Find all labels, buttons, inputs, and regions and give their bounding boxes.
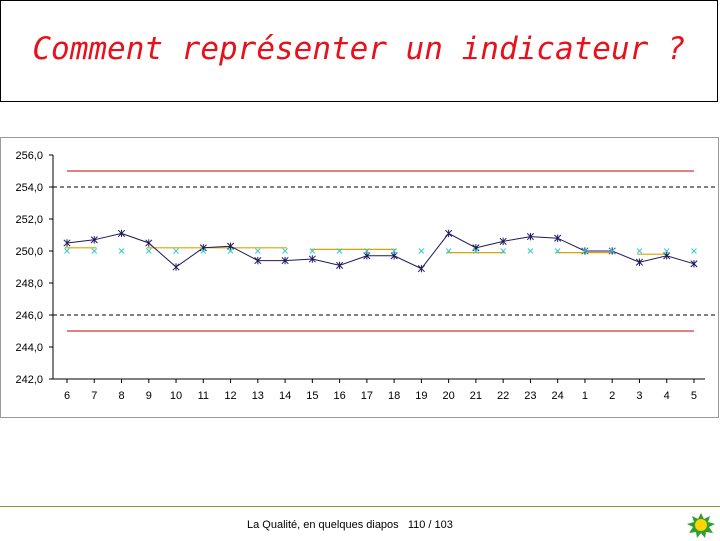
target-point	[254, 248, 261, 254]
measure-point	[90, 236, 98, 244]
y-tick-label: 248,0	[15, 278, 43, 290]
footer-caption: La Qualité, en quelques diapos	[247, 519, 399, 531]
y-tick-label: 244,0	[15, 342, 43, 354]
y-tick-label: 250,0	[15, 246, 43, 258]
x-tick-label: 19	[415, 390, 427, 402]
sun-icon	[687, 513, 715, 538]
x-tick-label: 13	[252, 390, 264, 402]
y-tick-label: 252,0	[15, 214, 43, 226]
measure-point	[690, 260, 698, 268]
y-tick-label: 242,0	[15, 374, 43, 386]
measure-point	[308, 255, 316, 263]
title-box: Comment représenter un indicateur ?	[0, 0, 718, 102]
x-tick-label: 11	[198, 390, 209, 402]
target-point	[91, 248, 98, 254]
target-point	[336, 248, 343, 254]
y-tick-label: 256,0	[15, 150, 43, 162]
target-point	[391, 248, 397, 254]
target-point	[527, 248, 534, 254]
x-tick-label: 16	[333, 390, 345, 402]
footer-page-number: 110 / 103	[407, 519, 453, 531]
x-tick-label: 8	[118, 390, 124, 402]
x-tick-label: 3	[636, 390, 642, 402]
y-tick-label: 254,0	[15, 182, 43, 194]
measure-point	[554, 234, 562, 242]
x-tick-label: 4	[664, 390, 670, 402]
chart-frame	[0, 137, 719, 418]
target-point	[500, 248, 507, 254]
footer-text: La Qualité, en quelques diapos 110 / 103	[247, 519, 453, 531]
measure-point	[417, 264, 425, 273]
target-point	[582, 248, 588, 254]
target-point	[636, 248, 643, 254]
x-tick-label: 6	[64, 390, 70, 402]
x-tick-label: 1	[582, 390, 588, 402]
footer: La Qualité, en quelques diapos 110 / 103	[0, 506, 720, 541]
measure-point	[445, 229, 453, 238]
x-tick-label: 9	[146, 390, 152, 402]
measure-point	[635, 258, 644, 266]
measure-point	[63, 239, 71, 247]
target-point	[227, 248, 234, 254]
x-tick-label: 2	[609, 390, 615, 402]
measure-point	[472, 244, 480, 252]
target-point	[173, 248, 179, 254]
x-tick-label: 17	[361, 390, 373, 402]
x-tick-label: 5	[691, 390, 697, 402]
control-chart: 256,0 254,0 252,0 250,0 248,0 246,0 244,0 242,0…	[15, 150, 715, 402]
x-tick-label: 7	[91, 390, 97, 402]
x-tick-label: 22	[497, 390, 509, 402]
measure-point	[336, 261, 344, 270]
target-point	[445, 248, 452, 254]
target-point	[418, 248, 425, 254]
target-point	[309, 248, 316, 254]
x-tick-label: 20	[443, 390, 455, 402]
measure-point	[281, 256, 289, 265]
measure-point	[117, 229, 126, 238]
target-point	[691, 248, 697, 254]
x-tick-label: 23	[524, 390, 536, 402]
target-point	[663, 248, 670, 254]
target-point	[64, 248, 70, 254]
x-tick-label: 10	[170, 390, 182, 402]
x-tick-label: 12	[224, 390, 236, 402]
x-tick-label: 14	[279, 390, 291, 402]
target-point	[364, 248, 370, 254]
target-point	[554, 248, 561, 254]
measure-point	[499, 237, 507, 246]
x-tick-label: 21	[470, 390, 482, 402]
measure-point	[172, 263, 180, 271]
measure-point	[254, 256, 262, 265]
measure-point	[199, 244, 207, 252]
x-tick-label: 24	[552, 390, 564, 402]
target-point	[609, 248, 616, 254]
target-point	[282, 248, 288, 254]
measure-point	[145, 239, 153, 247]
target-point	[200, 248, 207, 254]
series-line	[66, 232, 695, 270]
x-tick-label: 15	[306, 390, 318, 402]
target-point	[473, 248, 479, 254]
page-title: Comment représenter un indicateur ?	[32, 31, 686, 67]
measure-point	[526, 232, 534, 241]
target-point	[118, 248, 125, 254]
y-tick-label: 246,0	[15, 310, 43, 322]
target-point	[145, 248, 152, 254]
x-tick-label: 18	[388, 390, 400, 402]
